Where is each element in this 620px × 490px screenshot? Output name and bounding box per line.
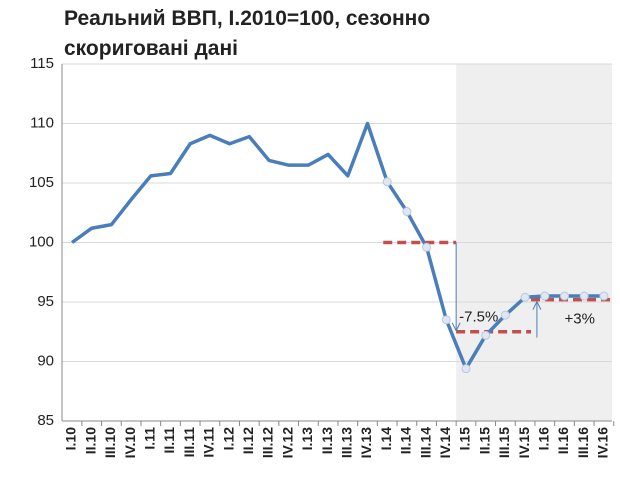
y-tick-label: 90 (37, 352, 54, 369)
arrow-head (532, 300, 542, 310)
x-tick-label: I.13 (299, 427, 315, 451)
x-tick-label: IV.13 (358, 427, 374, 459)
point-marker (540, 291, 550, 301)
x-tick-label: I.12 (220, 427, 236, 451)
point-marker (382, 177, 392, 187)
point-marker (481, 330, 491, 340)
y-tick-label: 110 (30, 114, 54, 131)
x-tick-label: III.13 (339, 427, 355, 458)
x-tick-label: III.11 (181, 427, 197, 458)
x-tick-label: I.14 (378, 427, 394, 451)
x-tick-label: II.10 (82, 427, 98, 454)
x-tick-label: I.10 (63, 427, 79, 451)
point-marker (402, 207, 412, 217)
y-tick-label: 85 (37, 412, 54, 429)
x-tick-label: II.16 (555, 427, 571, 454)
x-tick-label: II.11 (161, 427, 177, 454)
point-marker (500, 310, 510, 320)
series-line (70, 121, 604, 371)
x-tick-label: IV.15 (516, 427, 532, 459)
x-tick-label: I.11 (142, 427, 158, 450)
arrow-head (451, 322, 461, 332)
annotation: -7.5% (459, 309, 498, 326)
x-tick-label: III.14 (417, 427, 433, 458)
y-tick-label: 100 (29, 233, 54, 250)
point-marker (579, 291, 589, 301)
x-tick-label: III.10 (102, 427, 118, 458)
x-tick-label: I.15 (457, 427, 473, 451)
y-tick-label: 95 (37, 293, 54, 310)
point-marker (441, 315, 451, 325)
y-tick-label: 105 (29, 174, 54, 191)
x-tick-label: III.12 (260, 427, 276, 458)
x-tick-label: IV.16 (595, 427, 611, 459)
y-tick-label: 115 (30, 55, 54, 72)
x-tick-label: III.15 (496, 427, 512, 458)
annotation: +3% (565, 311, 595, 328)
x-tick-label: III.16 (575, 427, 591, 458)
x-tick-label: I.16 (536, 427, 552, 451)
x-tick-label: II.13 (319, 427, 335, 454)
point-marker (520, 292, 530, 302)
chart-title: Реальний ВВП, I.2010=100, сезонно скориг… (64, 7, 431, 60)
x-tick-label: IV.10 (122, 427, 138, 459)
point-marker (422, 242, 432, 252)
x-tick-label: IV.12 (279, 427, 295, 459)
point-marker (560, 291, 569, 301)
point-marker (599, 291, 609, 301)
x-tick-label: II.14 (398, 427, 414, 454)
x-tick-label: IV.14 (437, 427, 453, 459)
x-tick-label: II.15 (476, 427, 492, 454)
x-tick-label: II.12 (240, 427, 256, 454)
point-marker (461, 364, 471, 374)
x-tick-label: IV.11 (201, 427, 217, 458)
